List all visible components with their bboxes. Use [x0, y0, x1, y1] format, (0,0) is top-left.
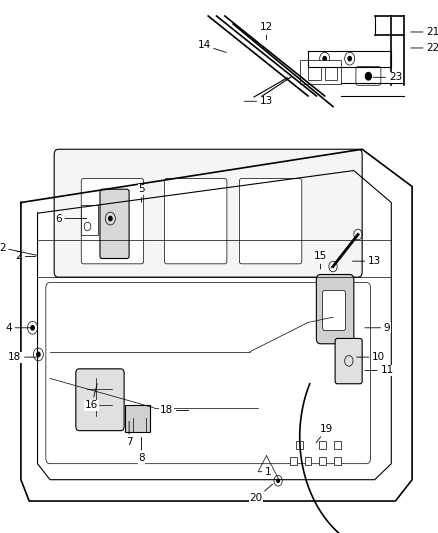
Text: 1: 1 — [259, 467, 272, 477]
FancyBboxPatch shape — [165, 179, 227, 264]
Text: 7: 7 — [126, 421, 132, 447]
Circle shape — [31, 326, 34, 330]
Bar — [308, 67, 321, 80]
Bar — [319, 441, 326, 449]
Bar — [297, 441, 303, 449]
Text: 2: 2 — [0, 243, 37, 255]
Circle shape — [323, 56, 326, 61]
Text: 12: 12 — [260, 22, 273, 40]
Bar — [290, 457, 297, 465]
Bar — [305, 457, 311, 465]
Bar — [300, 60, 341, 84]
FancyBboxPatch shape — [54, 149, 362, 277]
FancyBboxPatch shape — [100, 189, 129, 259]
Circle shape — [277, 479, 279, 482]
Bar — [125, 405, 150, 432]
Text: 10: 10 — [357, 352, 385, 362]
Bar — [334, 441, 340, 449]
Text: 18: 18 — [8, 352, 37, 362]
FancyBboxPatch shape — [356, 67, 381, 85]
Text: 4: 4 — [5, 323, 31, 333]
Bar — [319, 457, 326, 465]
Text: 9: 9 — [365, 323, 390, 333]
FancyBboxPatch shape — [335, 338, 362, 384]
FancyBboxPatch shape — [316, 274, 354, 344]
FancyBboxPatch shape — [81, 179, 144, 264]
Text: 15: 15 — [314, 251, 327, 269]
FancyBboxPatch shape — [76, 369, 124, 431]
FancyBboxPatch shape — [240, 179, 302, 264]
Circle shape — [37, 352, 40, 357]
Bar — [81, 205, 98, 235]
FancyBboxPatch shape — [46, 282, 371, 464]
Text: 19: 19 — [316, 424, 333, 443]
Text: 16: 16 — [85, 384, 98, 410]
Circle shape — [365, 72, 371, 80]
Text: 22: 22 — [411, 43, 438, 53]
Text: 21: 21 — [411, 27, 438, 37]
Text: 2: 2 — [15, 251, 22, 261]
Circle shape — [109, 216, 112, 221]
Text: 5: 5 — [138, 184, 145, 203]
Bar — [325, 67, 337, 80]
Text: 11: 11 — [365, 366, 394, 375]
Text: 13: 13 — [244, 96, 273, 106]
Circle shape — [373, 72, 376, 77]
FancyBboxPatch shape — [323, 290, 346, 330]
Circle shape — [332, 74, 335, 78]
Circle shape — [348, 56, 351, 61]
Text: 14: 14 — [198, 41, 226, 52]
Text: 18: 18 — [160, 406, 189, 415]
Text: 6: 6 — [55, 214, 87, 223]
Text: 8: 8 — [138, 437, 145, 463]
Bar — [334, 457, 340, 465]
Text: 20: 20 — [250, 484, 272, 503]
Text: 23: 23 — [373, 72, 402, 82]
Text: 13: 13 — [353, 256, 381, 266]
